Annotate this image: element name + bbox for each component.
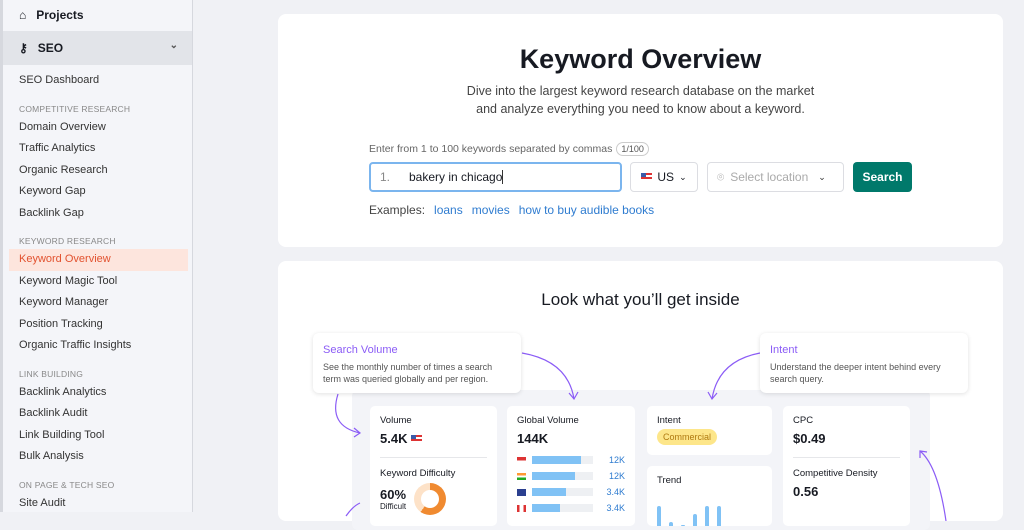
sidebar-section-title: ON PAGE & TECH SEO	[19, 479, 115, 490]
volume-bar	[531, 488, 594, 496]
location-pin-icon: ⌾	[717, 169, 725, 184]
sidebar-section-title: COMPETITIVE RESEARCH	[19, 103, 131, 114]
country-row: 12K	[517, 468, 625, 484]
country-row: 3.4K	[517, 500, 625, 516]
database-select[interactable]: US ⌄	[630, 162, 698, 192]
chevron-down-icon: ⌄	[169, 40, 178, 51]
arrow	[707, 391, 718, 401]
sidebar-item[interactable]: Backlink Analytics	[19, 385, 107, 398]
chevron-down-icon: ⌄	[818, 171, 826, 182]
sidebar-item[interactable]: Position Tracking	[19, 317, 103, 330]
cpc-metric: CPC $0.49 Competitive Density 0.56	[783, 406, 910, 526]
sidebar-section-title: LINK BUILDING	[19, 368, 84, 379]
key-icon: ⚷	[19, 41, 28, 55]
arrow	[919, 450, 928, 458]
chevron-down-icon: ⌄	[679, 171, 687, 182]
arrow	[711, 352, 761, 400]
callout-intent: Intent Understand the deeper intent behin…	[760, 333, 968, 393]
keyword-count-badge: 1/100	[616, 142, 649, 156]
sidebar-item[interactable]: Keyword Gap	[19, 185, 86, 197]
sidebar-item[interactable]: Domain Overview	[19, 120, 106, 133]
sidebar-item[interactable]: Keyword Manager	[19, 296, 109, 308]
location-select[interactable]: ⌾ Select location ⌄	[707, 162, 844, 192]
country-flag-icon	[517, 472, 526, 480]
trend-bar	[705, 506, 709, 526]
country-row: 12K	[517, 452, 625, 468]
example-link[interactable]: how to buy audible books	[518, 203, 655, 217]
arrow	[353, 427, 362, 438]
sidebar-item[interactable]: Link Building Tool	[19, 428, 105, 441]
country-row: 3.4K	[517, 484, 625, 500]
sidebar-item-seo[interactable]: ⚷ SEO ⌄	[3, 31, 192, 65]
callout-search-volume: Search Volume See the monthly number of t…	[313, 333, 521, 393]
page-title: Keyword Overview	[519, 44, 762, 74]
sidebar-item[interactable]: Traffic Analytics	[19, 142, 96, 154]
sidebar-item[interactable]: Organic Research	[19, 163, 108, 176]
intent-badge: Commercial	[657, 429, 718, 445]
sidebar-item-projects[interactable]: ⌂ Projects	[19, 8, 84, 22]
intent-metric: Intent Commercial	[647, 406, 772, 455]
home-icon: ⌂	[19, 8, 27, 22]
example-link[interactable]: movies	[471, 203, 510, 217]
arrow	[919, 450, 947, 521]
sidebar-item[interactable]: Keyword Magic Tool	[19, 274, 118, 287]
sidebar-item[interactable]: Keyword Overview	[9, 249, 188, 271]
volume-bar	[531, 504, 594, 512]
preview-title: Look what you’ll get inside	[541, 290, 740, 309]
trend-metric: Trend	[647, 466, 772, 526]
sidebar-item[interactable]: Bulk Analysis	[19, 450, 84, 462]
trend-bar	[669, 522, 673, 526]
keyword-search-card: Keyword Overview Dive into the largest k…	[278, 14, 1003, 247]
arrow	[335, 393, 361, 434]
country-flag-icon	[517, 456, 526, 464]
example-link[interactable]: loans	[434, 203, 463, 217]
arrow	[345, 502, 361, 517]
volume-bar	[531, 472, 594, 480]
difficulty-donut	[414, 483, 447, 515]
global-volume-metric: Global Volume 144K 12K 12K 3.4K 3.4K	[507, 406, 635, 526]
sidebar-item-seo-dashboard[interactable]: SEO Dashboard	[19, 74, 100, 86]
page-subtitle: Dive into the largest keyword research d…	[466, 84, 815, 116]
preview-card: Look what you’ll get inside Search Volum…	[278, 261, 1003, 530]
trend-bar	[681, 525, 685, 526]
search-button[interactable]: Search	[853, 162, 912, 192]
us-flag-icon	[411, 435, 423, 443]
sidebar-item[interactable]: Organic Traffic Insights	[19, 339, 132, 351]
keyword-hint: Enter from 1 to 100 keywords separated b…	[369, 142, 649, 156]
volume-metric: Volume 5.4K Keyword Difficulty 60% Diffic…	[370, 406, 497, 526]
trend-bar	[693, 514, 697, 526]
trend-bar	[657, 506, 661, 526]
trend-bar	[717, 506, 721, 526]
sidebar: ⌂ Projects ⚷ SEO ⌄ SEO Dashboard COMPETITIV…	[0, 0, 193, 512]
keyword-input[interactable]: 1. bakery in chicago	[369, 162, 622, 192]
volume-bar	[531, 456, 594, 464]
sidebar-item[interactable]: Backlink Gap	[19, 206, 84, 219]
sidebar-item[interactable]: Backlink Audit	[19, 407, 88, 419]
arrow	[521, 352, 575, 400]
sidebar-item[interactable]: Site Audit	[19, 496, 66, 509]
country-flag-icon	[517, 488, 526, 496]
examples: Examples: loans movies how to buy audibl…	[369, 203, 655, 217]
us-flag-icon	[641, 173, 653, 181]
sidebar-section-title: KEYWORD RESEARCH	[19, 236, 116, 246]
arrow	[568, 391, 579, 401]
country-flag-icon	[517, 504, 526, 512]
